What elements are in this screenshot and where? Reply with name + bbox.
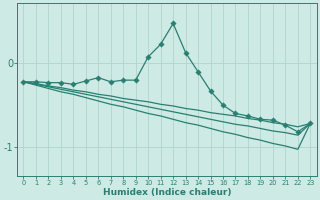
X-axis label: Humidex (Indice chaleur): Humidex (Indice chaleur) — [103, 188, 231, 197]
